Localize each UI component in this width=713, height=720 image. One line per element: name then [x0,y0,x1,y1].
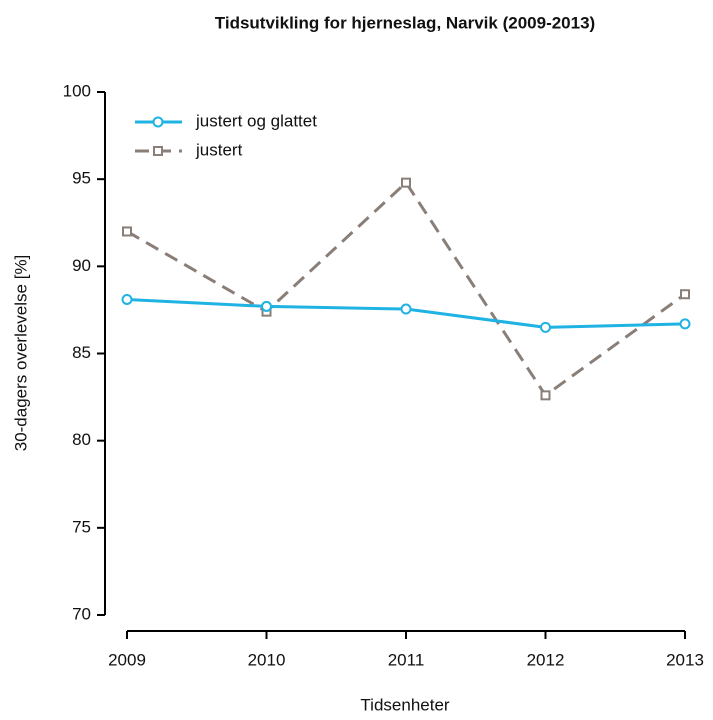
legend-label: justert [195,140,243,159]
point [121,293,133,305]
point [261,300,272,312]
y-tick-label: 75 [72,517,91,536]
x-tick-label: 2011 [388,650,425,669]
x-tick-label: 2013 [666,650,704,669]
legend-marker [152,116,164,128]
y-tick-label: 70 [72,604,91,623]
chart-title: Tidsutvikling for hjerneslag, Narvik (20… [215,13,595,32]
point [680,289,690,300]
point [400,303,412,315]
legend-marker [153,146,163,156]
x-tick-label: 2012 [527,650,565,669]
y-tick-label: 95 [72,169,91,188]
series-line [126,180,686,398]
point [540,390,551,401]
y-tick-label: 85 [72,343,91,362]
point [401,177,411,188]
y-tick-label: 100 [63,81,91,100]
x-axis-label: Tidsenheter [360,695,449,714]
y-tick-label: 80 [72,430,91,449]
point [122,226,132,237]
legend-label: justert og glattet [195,111,317,130]
x-tick-label: 2009 [108,650,146,669]
point [540,321,551,333]
point [679,318,691,330]
y-tick-label: 90 [72,256,91,275]
y-axis-label: 30-dagers overlevelse [%] [11,255,30,452]
x-tick-label: 2010 [248,650,286,669]
